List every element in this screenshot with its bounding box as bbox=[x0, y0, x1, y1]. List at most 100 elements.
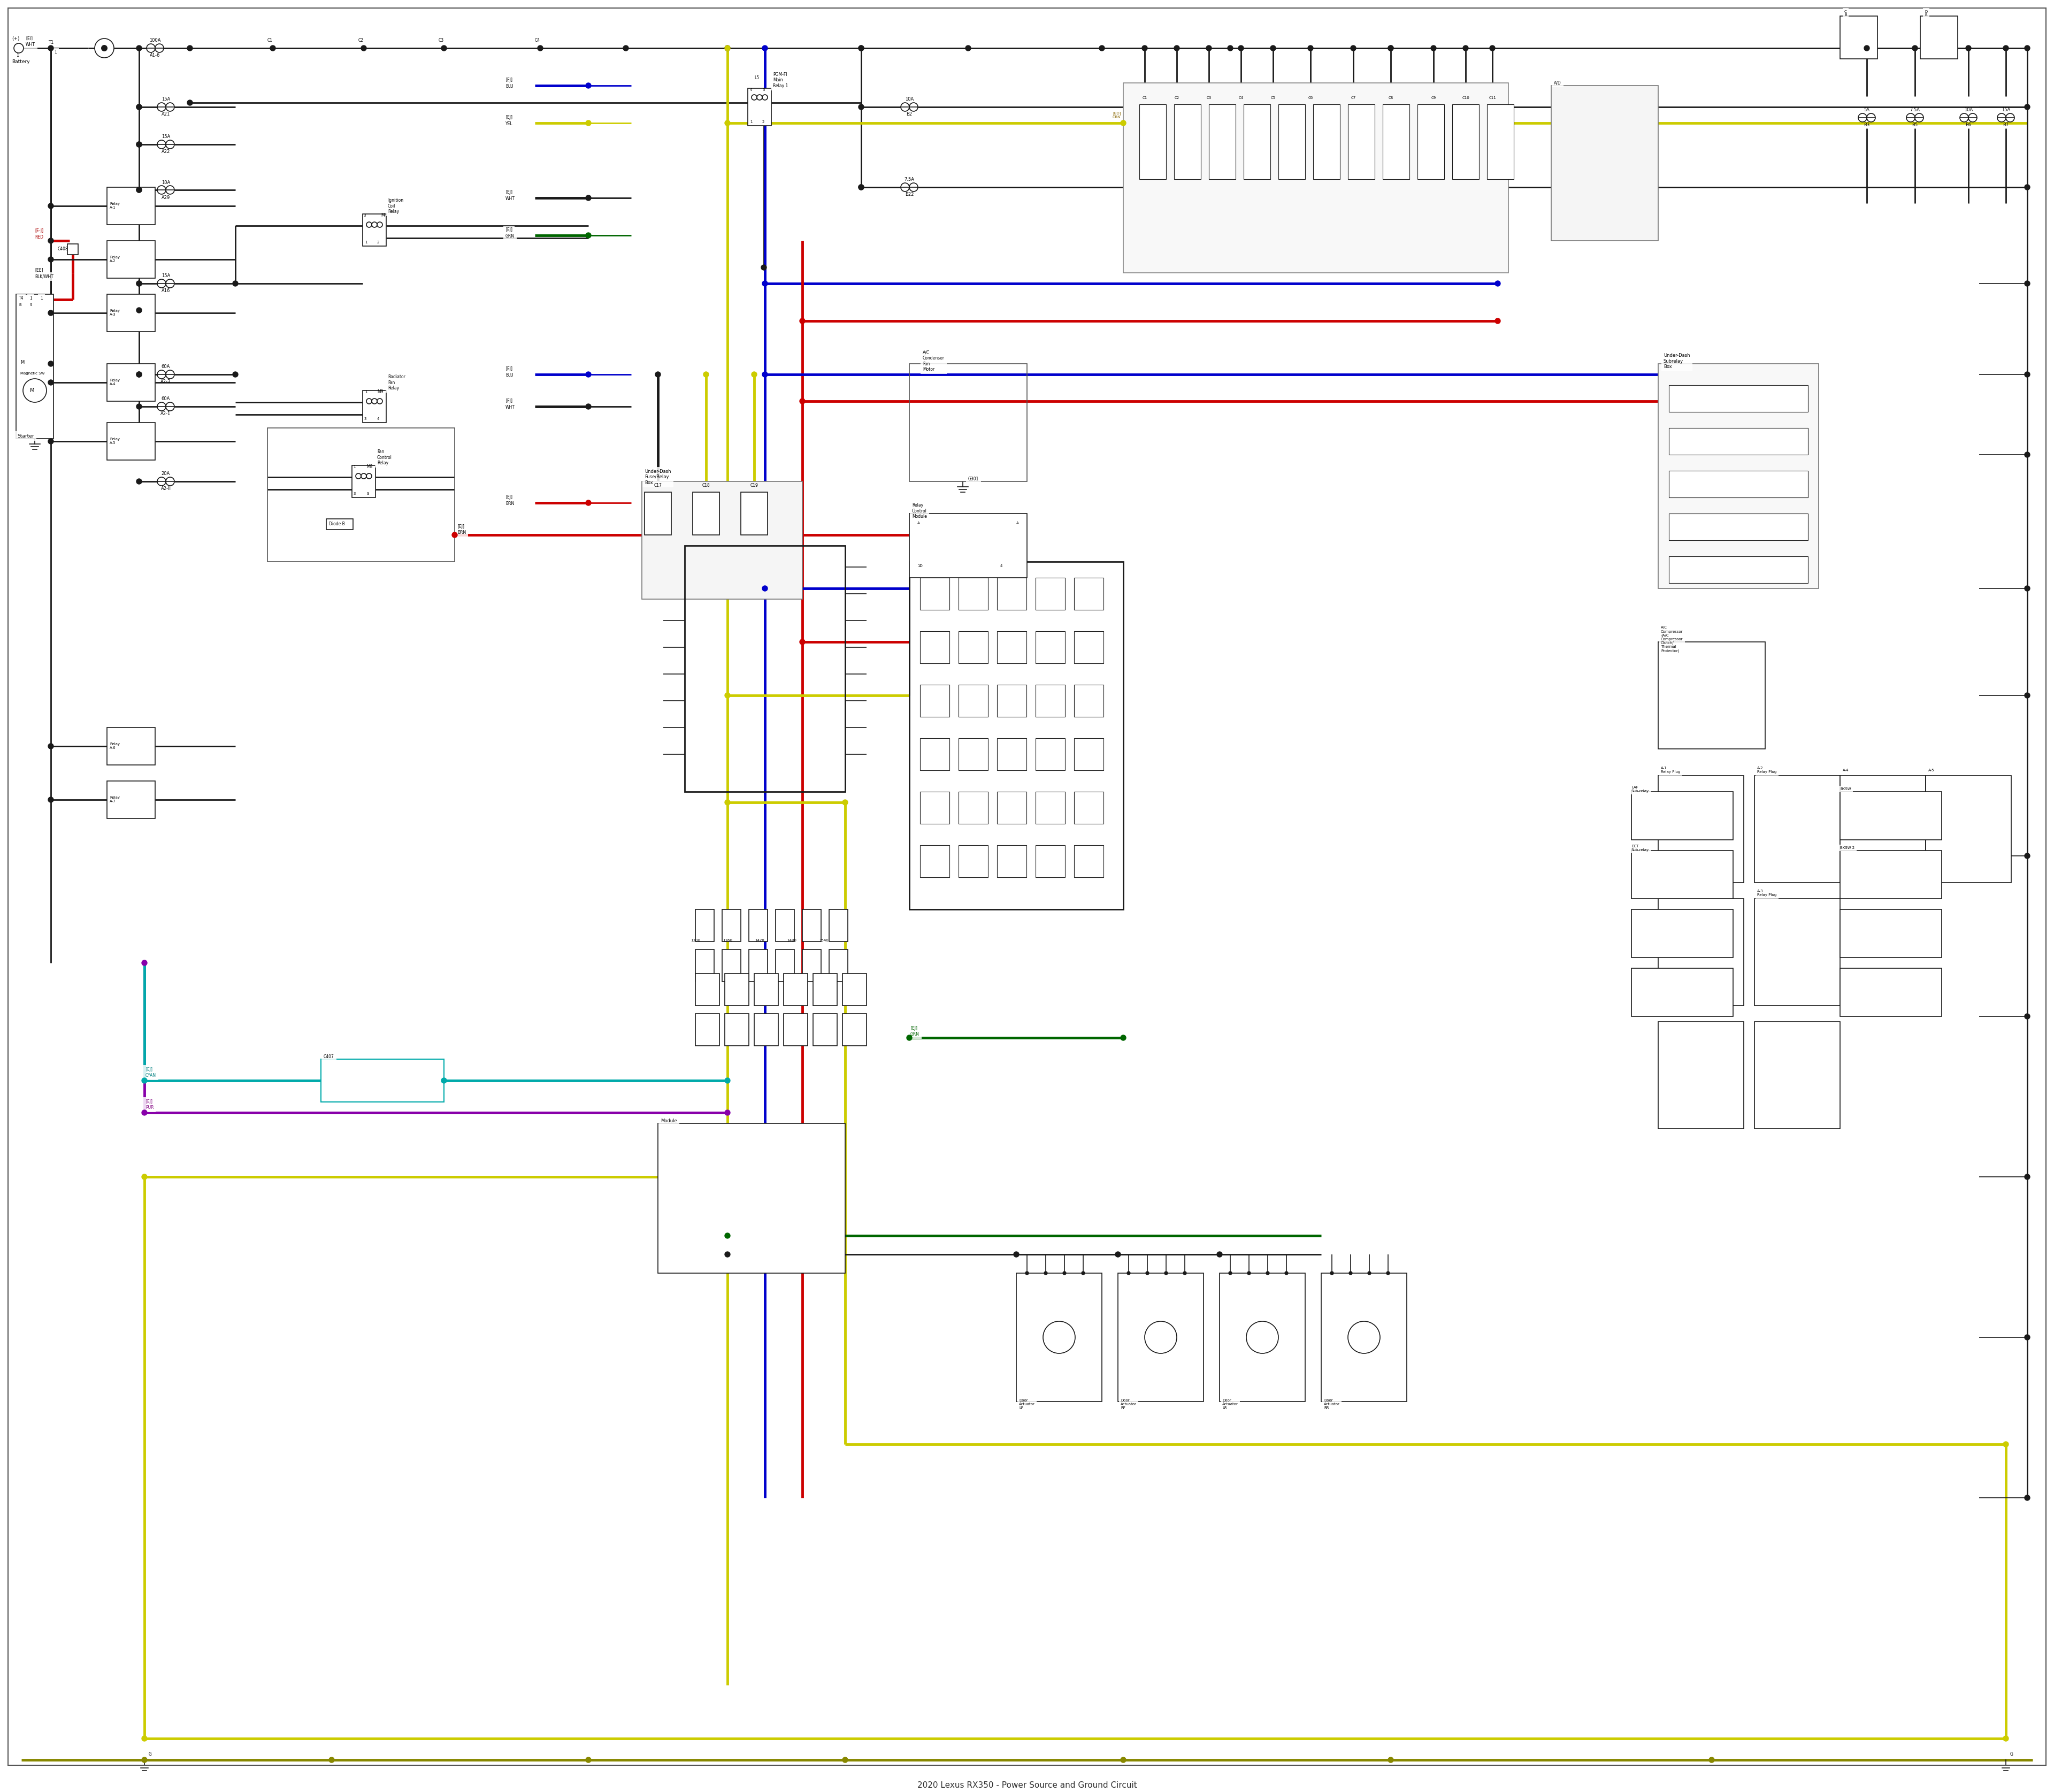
Bar bbox=[1840, 776, 1927, 883]
Circle shape bbox=[47, 256, 53, 262]
Text: A1-6: A1-6 bbox=[150, 54, 160, 57]
Text: M8: M8 bbox=[366, 464, 372, 470]
Bar bbox=[910, 561, 1124, 909]
Circle shape bbox=[142, 1758, 148, 1763]
Bar bbox=[1220, 1272, 1304, 1401]
Text: Relay
A-2: Relay A-2 bbox=[109, 256, 119, 263]
Circle shape bbox=[842, 799, 848, 805]
Bar bbox=[959, 846, 988, 878]
Circle shape bbox=[1216, 1253, 1222, 1256]
Circle shape bbox=[232, 371, 238, 376]
Circle shape bbox=[47, 310, 53, 315]
Circle shape bbox=[1389, 45, 1393, 50]
Circle shape bbox=[1308, 45, 1313, 50]
Bar bbox=[725, 1014, 750, 1047]
Circle shape bbox=[1239, 45, 1243, 50]
Circle shape bbox=[725, 1253, 729, 1256]
Bar bbox=[1668, 428, 1808, 455]
Circle shape bbox=[1432, 45, 1436, 50]
Text: 1480: 1480 bbox=[787, 939, 797, 943]
Text: A2-3: A2-3 bbox=[160, 380, 170, 383]
Circle shape bbox=[799, 398, 805, 403]
Circle shape bbox=[1462, 45, 1469, 50]
Circle shape bbox=[725, 799, 729, 805]
Circle shape bbox=[2025, 1335, 2029, 1340]
Text: C7: C7 bbox=[1352, 97, 1356, 100]
Circle shape bbox=[2025, 586, 2029, 591]
Circle shape bbox=[2025, 452, 2029, 457]
Text: [EJ]: [EJ] bbox=[505, 190, 511, 195]
Text: C6: C6 bbox=[1308, 97, 1313, 100]
Circle shape bbox=[1165, 1272, 1167, 1274]
Circle shape bbox=[1128, 1272, 1130, 1274]
Circle shape bbox=[2025, 281, 2029, 287]
Text: [EJ]: [EJ] bbox=[505, 495, 511, 500]
Circle shape bbox=[232, 281, 238, 287]
Text: A2-1: A2-1 bbox=[160, 412, 170, 416]
Bar bbox=[803, 950, 822, 982]
Text: A-4: A-4 bbox=[1842, 769, 1849, 772]
Text: [EJ]: [EJ] bbox=[505, 77, 511, 82]
Text: C3: C3 bbox=[1206, 97, 1212, 100]
Bar bbox=[107, 423, 156, 461]
Bar bbox=[741, 493, 768, 536]
Bar bbox=[830, 909, 848, 941]
Text: Door
Actuator
LR: Door Actuator LR bbox=[1222, 1400, 1239, 1410]
Circle shape bbox=[47, 238, 53, 244]
Text: A: A bbox=[918, 521, 920, 525]
Circle shape bbox=[585, 120, 592, 125]
Bar bbox=[785, 973, 807, 1005]
Text: Fan
Control
Relay: Fan Control Relay bbox=[378, 450, 392, 466]
Circle shape bbox=[1709, 1758, 1715, 1763]
Bar bbox=[830, 950, 848, 982]
Circle shape bbox=[47, 360, 53, 366]
Text: 2: 2 bbox=[378, 240, 380, 244]
Circle shape bbox=[725, 45, 729, 50]
Text: 60A: 60A bbox=[162, 364, 170, 369]
Circle shape bbox=[655, 371, 661, 376]
Circle shape bbox=[1115, 1253, 1121, 1256]
Text: S: S bbox=[29, 303, 31, 306]
Bar bbox=[1035, 577, 1064, 609]
Text: 1: 1 bbox=[29, 296, 33, 301]
Bar bbox=[996, 792, 1027, 824]
Circle shape bbox=[1062, 1272, 1066, 1274]
Text: [EE]: [EE] bbox=[35, 267, 43, 272]
Circle shape bbox=[1121, 1036, 1126, 1041]
Circle shape bbox=[1206, 45, 1212, 50]
Circle shape bbox=[2025, 371, 2029, 376]
Bar bbox=[1035, 738, 1064, 771]
Circle shape bbox=[187, 100, 193, 106]
Circle shape bbox=[1247, 1272, 1251, 1274]
Text: C5: C5 bbox=[1271, 97, 1276, 100]
Circle shape bbox=[1495, 281, 1499, 287]
Bar bbox=[107, 186, 156, 224]
Circle shape bbox=[2003, 1736, 2009, 1742]
Text: 1: 1 bbox=[53, 50, 58, 56]
Text: G301: G301 bbox=[967, 477, 980, 482]
Circle shape bbox=[2025, 1174, 2029, 1179]
Bar bbox=[1243, 104, 1269, 179]
Text: Radiator
Fan
Relay: Radiator Fan Relay bbox=[388, 375, 405, 391]
Text: 1: 1 bbox=[366, 240, 368, 244]
Text: Diode B: Diode B bbox=[329, 521, 345, 527]
Text: C9: C9 bbox=[1432, 97, 1436, 100]
Text: LAF
Sub-relay: LAF Sub-relay bbox=[1631, 785, 1649, 792]
Bar bbox=[1658, 776, 1744, 883]
Bar bbox=[996, 738, 1027, 771]
Circle shape bbox=[1349, 1272, 1352, 1274]
Bar bbox=[1117, 1272, 1204, 1401]
Circle shape bbox=[725, 1109, 729, 1115]
Text: GRN: GRN bbox=[505, 235, 516, 238]
Bar bbox=[1658, 642, 1764, 749]
Text: C
B: C B bbox=[1844, 11, 1847, 16]
Circle shape bbox=[1966, 45, 1972, 50]
Bar bbox=[1920, 16, 1957, 59]
Circle shape bbox=[859, 45, 865, 50]
Circle shape bbox=[1912, 45, 1918, 50]
Text: C8: C8 bbox=[1389, 97, 1393, 100]
Text: RED: RED bbox=[35, 235, 43, 240]
Bar bbox=[750, 909, 768, 941]
Bar bbox=[684, 545, 844, 792]
Circle shape bbox=[1352, 45, 1356, 50]
